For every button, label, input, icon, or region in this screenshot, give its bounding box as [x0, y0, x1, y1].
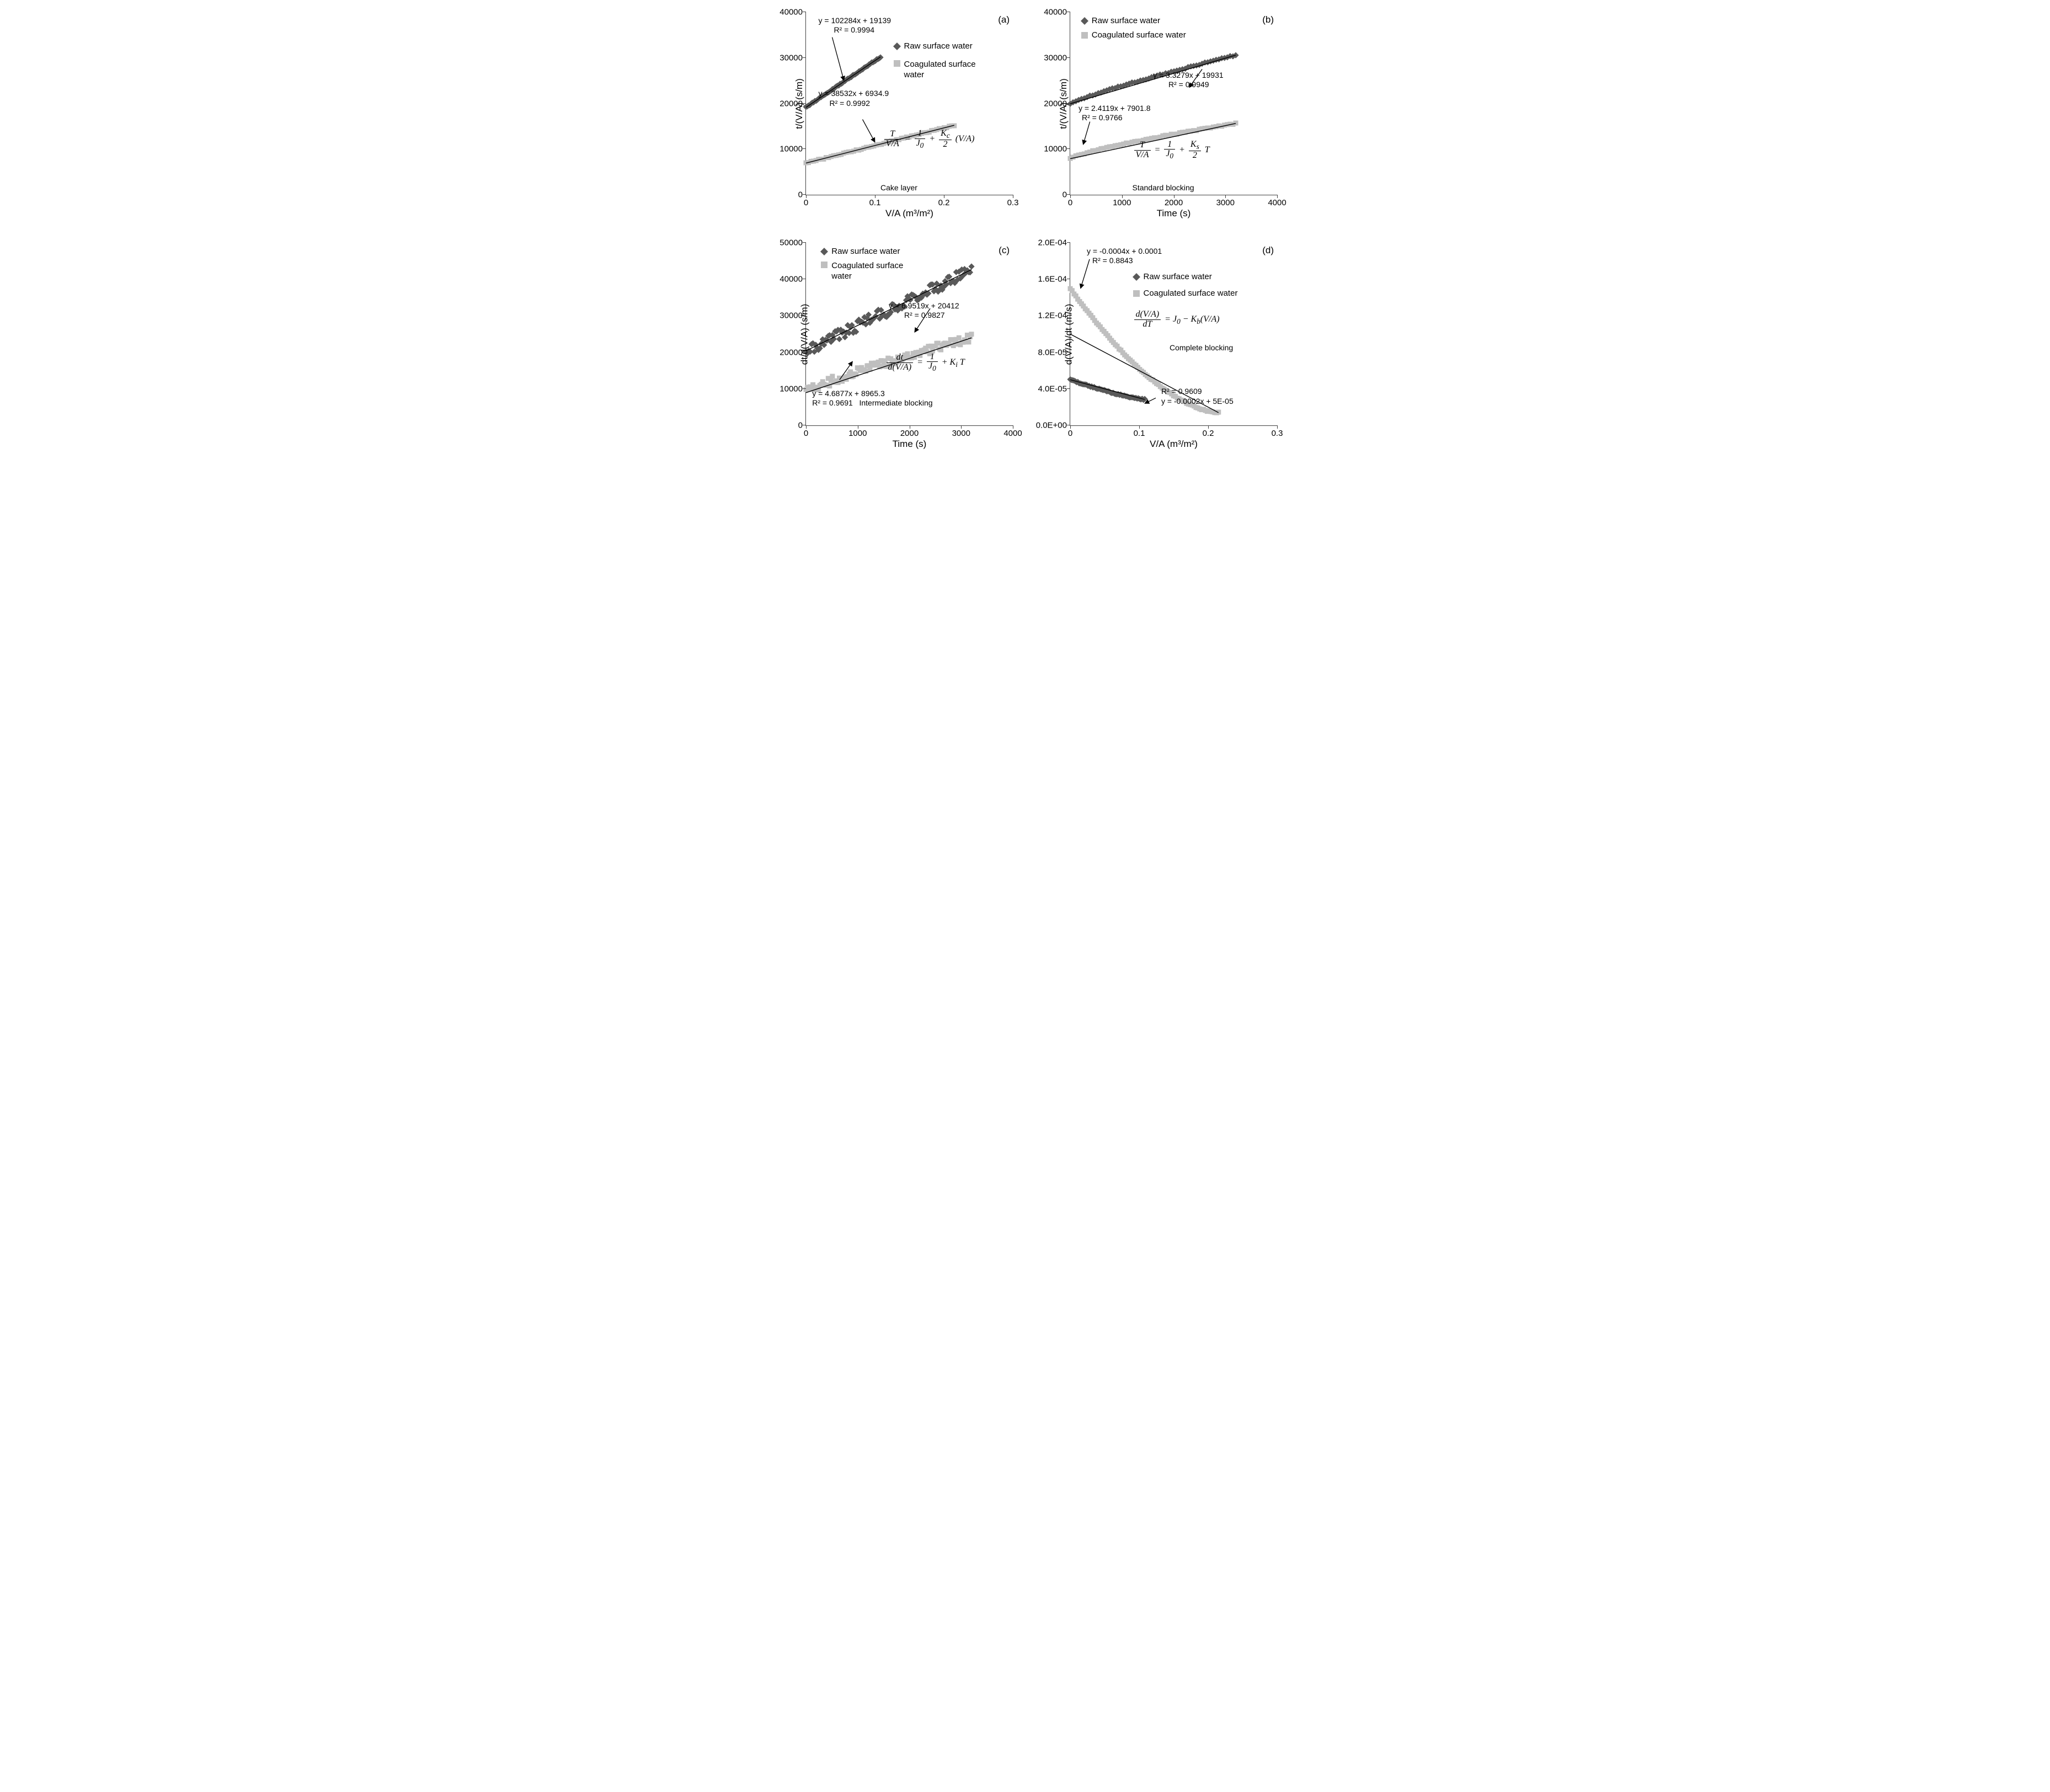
panel-letter-c: (c): [999, 245, 1010, 256]
legend-label-coag-b: Coagulated surface water: [1092, 30, 1186, 41]
figure-grid: (a) t/(V/A) (s/m) V/A (m³/m²) y = 102284…: [760, 0, 1290, 462]
legend-label-raw-c: Raw surface water: [831, 247, 900, 257]
xlabel-d: V/A (m³/m²): [1150, 439, 1198, 450]
chart-area-a: (a) t/(V/A) (s/m) V/A (m³/m²) y = 102284…: [805, 12, 1013, 195]
r2-d-coag: 0.8843: [1109, 256, 1133, 265]
anno-d-raw-eq: R² = 0.9609 y = -0.0002x + 5E-05: [1161, 387, 1234, 406]
legend-d-coag: Coagulated surface water: [1133, 289, 1238, 299]
fit-label-a-coag: y = 38532x + 6934.9: [819, 89, 889, 98]
fit-label-b-coag: y = 2.4119x + 7901.8: [1079, 104, 1151, 113]
r2-a-coag: 0.9992: [846, 99, 870, 108]
anno-a-coag-eq: y = 38532x + 6934.9 R² = 0.9992: [819, 89, 889, 108]
r2-a-raw: 0.9994: [851, 25, 874, 34]
r2-d-raw: 0.9609: [1178, 387, 1202, 396]
model-b: Standard blocking: [1133, 183, 1194, 193]
model-a: Cake layer: [880, 183, 917, 193]
fit-label-c-raw: y = 6.9519x + 20412: [889, 301, 959, 310]
anno-a-raw-eq: y = 102284x + 19139 R² = 0.9994: [819, 16, 891, 35]
legend-d-raw: Raw surface water: [1133, 272, 1212, 282]
anno-c-coag-eq: y = 4.6877x + 8965.3 R² = 0.9691 Interme…: [812, 389, 932, 408]
xlabel-c: Time (s): [893, 439, 927, 450]
panel-b: (b) t/(V/A) (s/m) Time (s) Raw surface w…: [1030, 6, 1284, 226]
r2-b-coag: 0.9766: [1099, 113, 1123, 122]
legend-c-raw: Raw surface water: [820, 247, 900, 257]
model-c: Intermediate blocking: [859, 398, 932, 407]
legend-label-coag-d: Coagulated surface water: [1144, 289, 1238, 299]
r2-b-raw: 0.9949: [1186, 80, 1209, 89]
anno-d-coag-eq: y = -0.0004x + 0.0001 R² = 0.8843: [1087, 247, 1162, 266]
r2-c-raw: 0.9827: [921, 311, 945, 319]
fit-label-d-coag: y = -0.0004x + 0.0001: [1087, 247, 1162, 255]
chart-area-c: (c) dt/d(V/A) (s/m) Time (s) Raw surface…: [805, 243, 1013, 426]
legend-c-coag: Coagulated surfacewater: [820, 261, 914, 282]
legend-a-raw: Raw surface water: [893, 41, 973, 52]
panel-letter-b: (b): [1262, 14, 1274, 25]
r2-c-coag: 0.9691: [829, 398, 853, 407]
anno-c-raw-eq: y = 6.9519x + 20412 R² = 0.9827: [889, 301, 959, 321]
panel-grid: (a) t/(V/A) (s/m) V/A (m³/m²) y = 102284…: [766, 6, 1284, 457]
fit-label-c-coag: y = 4.6877x + 8965.3: [812, 389, 885, 398]
chart-area-d: (d) d(V/A)/dt (m/s) V/A (m³/m²) y = -0.0…: [1070, 243, 1277, 426]
panel-letter-d: (d): [1262, 245, 1274, 256]
legend-label-raw-b: Raw surface water: [1092, 16, 1160, 26]
equation-b: TV/A = 1J0 + Ks2 T: [1133, 140, 1210, 161]
panel-letter-a: (a): [998, 14, 1010, 25]
equation-d: d(V/A)dT = J0 − Kb(V/A): [1133, 310, 1220, 329]
anno-b-coag-eq: y = 2.4119x + 7901.8 R² = 0.9766: [1079, 104, 1151, 123]
legend-b-raw: Raw surface water: [1081, 16, 1160, 26]
equation-c: dtd(V/A) = 1J0 + Ki T: [885, 353, 965, 373]
chart-area-b: (b) t/(V/A) (s/m) Time (s) Raw surface w…: [1070, 12, 1277, 195]
legend-label-raw: Raw surface water: [904, 41, 973, 52]
xlabel-b: Time (s): [1157, 208, 1191, 219]
xlabel-a: V/A (m³/m²): [885, 208, 933, 219]
legend-b-coag: Coagulated surface water: [1081, 30, 1186, 41]
panel-a: (a) t/(V/A) (s/m) V/A (m³/m²) y = 102284…: [766, 6, 1019, 226]
model-d: Complete blocking: [1170, 343, 1233, 353]
anno-b-raw-eq: y = 3.3279x + 19931 R² = 0.9949: [1153, 71, 1224, 90]
fit-label-b-raw: y = 3.3279x + 19931: [1153, 71, 1224, 79]
fit-label-a-raw: y = 102284x + 19139: [819, 16, 891, 25]
legend-a-coag: Coagulated surfacewater: [893, 60, 987, 81]
panel-c: (c) dt/d(V/A) (s/m) Time (s) Raw surface…: [766, 236, 1019, 457]
panel-d: (d) d(V/A)/dt (m/s) V/A (m³/m²) y = -0.0…: [1030, 236, 1284, 457]
legend-label-raw-d: Raw surface water: [1144, 272, 1212, 282]
equation-a: TV/A = 1J0 + Kc2 (V/A): [883, 129, 975, 150]
fit-label-d-raw: y = -0.0002x + 5E-05: [1161, 397, 1234, 406]
